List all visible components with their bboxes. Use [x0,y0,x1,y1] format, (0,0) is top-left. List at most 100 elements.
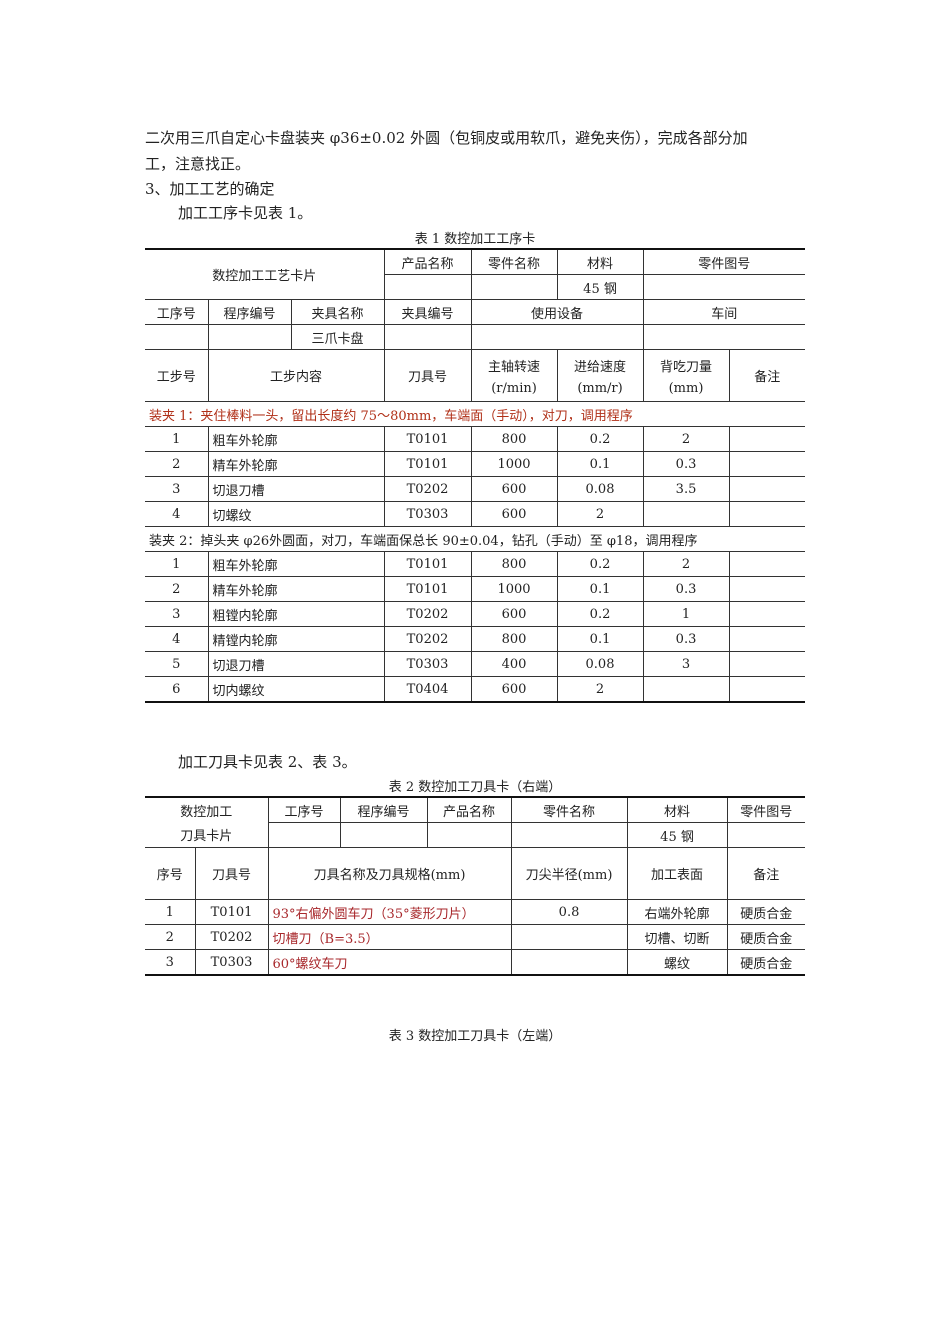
table-row: 1 T0101 93°右偏外圆车刀（35°菱形刀片） 0.8 右端外轮廓 硬质合金 [145,899,806,925]
table-cell: 右端外轮廓 [626,899,728,925]
table-cell: 0.08 [556,651,644,677]
table-cell: 3 [642,651,730,677]
table-cell: 3 [145,949,196,976]
header-cell: 加工表面 [626,847,728,900]
table-cell: 0.2 [556,551,644,577]
table-cell: 1 [642,601,730,627]
table-cell [728,626,806,652]
paragraph: 加工工序卡见表 1。 [178,204,313,222]
paragraph: 加工刀具卡见表 2、表 3。 [178,753,357,771]
table-row: 5 切退刀槽 T0303 400 0.08 3 [145,651,806,677]
table-cell [728,601,806,627]
table-cell: 0.3 [642,626,730,652]
clamp-note: 装夹 2：掉头夹 φ26外圆面，对刀，车端面保总长 90±0.04，钻孔（手动）… [145,526,806,552]
header-cell: 产品名称 [426,796,512,823]
table-cell: 2 [642,426,730,452]
table-cell: 切槽刀（B=3.5） [267,924,512,950]
table-cell: 硬质合金 [726,899,806,925]
header-cell: 主轴转速 (r/min) [470,349,558,402]
table-cell: T0202 [383,476,472,502]
header-cell: 零件名称 [510,796,628,823]
table-cell: 精镗内轮廓 [207,626,385,652]
card-title: 刀具卡片 [145,822,269,848]
table-cell: 切退刀槽 [207,651,385,677]
table-cell: 切螺纹 [207,501,385,527]
header-cell: 程序编号 [339,796,428,823]
table-cell: 精车外轮廓 [207,451,385,477]
table-cell: T0101 [383,551,472,577]
table-cell: T0101 [383,451,472,477]
header-cell: 工步内容 [207,349,385,402]
table-cell: T0303 [383,651,472,677]
table-cell: 800 [470,551,558,577]
table-cell: T0303 [194,949,269,976]
table-cell: 粗车外轮廓 [207,426,385,452]
table-cell [728,501,806,527]
table-cell [728,651,806,677]
table-cell: 3.5 [642,476,730,502]
table-cell [510,924,628,950]
table-row: 2 精车外轮廓 T0101 1000 0.1 0.3 [145,451,806,477]
table-cell [728,426,806,452]
fixture-value: 三爪卡盘 [290,324,385,350]
header-cell: 刀具号 [383,349,472,402]
header-cell: 工序号 [145,299,209,325]
table-row: 2 精车外轮廓 T0101 1000 0.1 0.3 [145,576,806,602]
table-cell: 切内螺纹 [207,676,385,703]
card-title: 数控加工 [145,796,269,823]
table-row: 3 T0303 60°螺纹车刀 螺纹 硬质合金 [145,949,806,976]
header-cell: 零件图号 [726,796,806,823]
table-cell: 0.8 [510,899,628,925]
table-cell: 3 [145,476,209,502]
table-row: 1 粗车外轮廓 T0101 800 0.2 2 [145,551,806,577]
table-row: 1 粗车外轮廓 T0101 800 0.2 2 [145,426,806,452]
table-cell [728,576,806,602]
table-cell: 切槽、切断 [626,924,728,950]
table-cell: T0101 [383,426,472,452]
table-cell: 1 [145,899,196,925]
table-cell: 0.2 [556,426,644,452]
header-cell: 材料 [556,248,644,275]
material-value: 45 钢 [626,822,728,848]
header-cell: 刀具名称及刀具规格(mm) [267,847,512,900]
header-cell: 车间 [642,299,806,325]
table-cell: 粗镗内轮廓 [207,601,385,627]
table-cell [728,676,806,703]
table-cell: 800 [470,426,558,452]
table-cell [642,676,730,703]
table-caption: 表 1 数控加工工序卡 [414,232,536,247]
table-cell: 2 [556,676,644,703]
paragraph: 工，注意找正。 [145,155,251,173]
table-cell: T0101 [383,576,472,602]
header-cell: 夹具名称 [290,299,385,325]
header-cell: 备注 [728,349,806,402]
table-cell [510,949,628,976]
table-cell: 600 [470,476,558,502]
table-cell: 0.1 [556,576,644,602]
table-row: 2 T0202 切槽刀（B=3.5） 切槽、切断 硬质合金 [145,924,806,950]
table-cell: 2 [145,576,209,602]
header-cell: 进给速度 (mm/r) [556,349,644,402]
card-title: 数控加工工艺卡片 [145,248,385,300]
table-cell [728,551,806,577]
header-cell: 零件名称 [470,248,558,275]
table-caption: 表 3 数控加工刀具卡（左端） [388,1029,562,1044]
table-cell [728,451,806,477]
table-cell: 1000 [470,451,558,477]
table-cell: 93°右偏外圆车刀（35°菱形刀片） [267,899,512,925]
table-row: 4 切螺纹 T0303 600 2 [145,501,806,527]
table-cell: 螺纹 [626,949,728,976]
table-cell: 1000 [470,576,558,602]
header-cell: 产品名称 [383,248,472,275]
table-cell: 粗车外轮廓 [207,551,385,577]
header-cell: 背吃刀量 (mm) [642,349,730,402]
table-cell: 4 [145,626,209,652]
header-cell: 工步号 [145,349,209,402]
table-cell: 0.1 [556,451,644,477]
header-cell: 刀具号 [194,847,269,900]
table-cell [642,501,730,527]
table-cell: 1 [145,551,209,577]
header-cell: 材料 [626,796,728,823]
table-cell: 400 [470,651,558,677]
